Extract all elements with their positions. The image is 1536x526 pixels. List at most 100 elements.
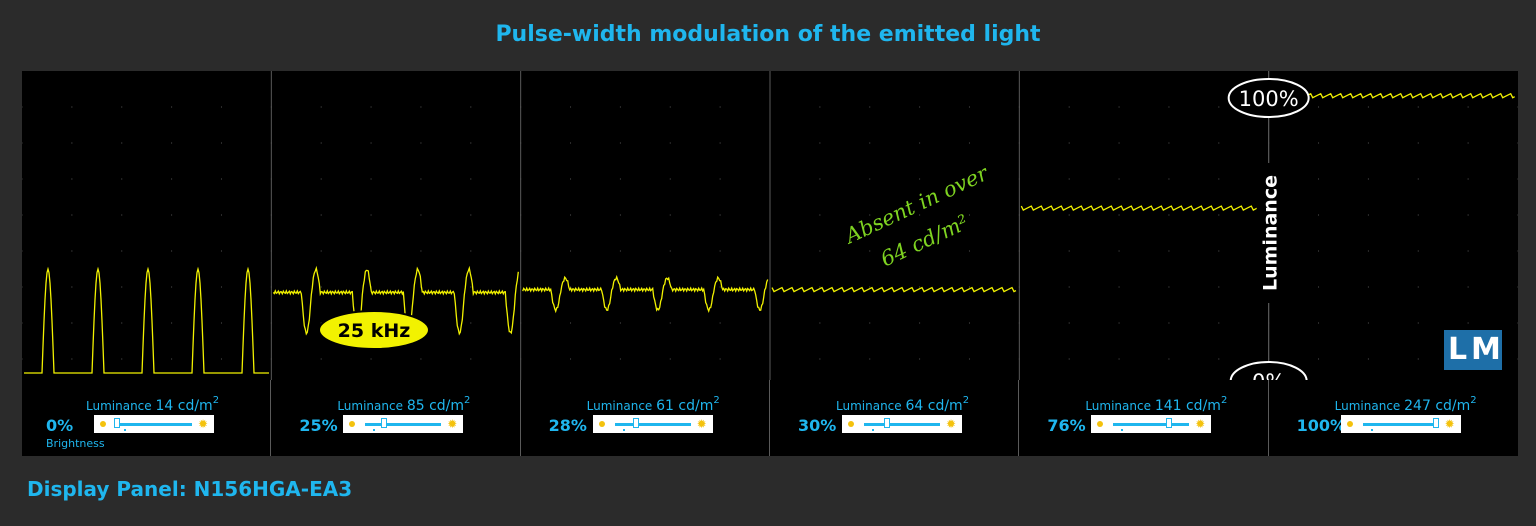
grid-dot <box>320 358 322 360</box>
waveform-series-5 <box>1020 205 1266 211</box>
grid-dot <box>669 322 671 324</box>
luminance-value: 14 cd/m <box>155 398 213 414</box>
brightness-slider: ✹ <box>94 415 214 433</box>
sun-small-icon <box>100 421 106 427</box>
frequency-label: 25 kHz <box>338 320 411 342</box>
brightness-slider: ✹ <box>1091 415 1212 433</box>
grid-dot <box>22 214 23 216</box>
grid-dot <box>1218 142 1220 144</box>
grid-dot <box>1517 250 1518 252</box>
sun-large-icon: ✹ <box>945 417 957 431</box>
grid-dot <box>1318 142 1320 144</box>
grid-dot <box>220 178 222 180</box>
grid-dot <box>1168 214 1170 216</box>
grid-dot <box>968 322 970 324</box>
brightness-percent: 30% <box>798 416 837 435</box>
grid-dot <box>919 250 921 252</box>
grid-dot <box>919 214 921 216</box>
grid-dot <box>1467 322 1469 324</box>
grid-dot <box>1168 286 1170 288</box>
grid-dot <box>470 250 472 252</box>
grid-dot <box>1068 322 1070 324</box>
slider-thumb <box>1432 418 1439 428</box>
grid-dot <box>1168 250 1170 252</box>
grid-dot <box>71 142 73 144</box>
grid-dot <box>1417 322 1419 324</box>
grid-dot <box>71 178 73 180</box>
grid-dot <box>1118 142 1120 144</box>
grid-dot <box>570 286 572 288</box>
logo-letter-m: M <box>1471 332 1501 367</box>
grid-dot <box>171 214 173 216</box>
grid-dot <box>1367 286 1369 288</box>
luminance-value: 61 cd/m <box>656 398 714 414</box>
grid-dot <box>320 178 322 180</box>
grid-dot <box>968 286 970 288</box>
slider-thumb <box>632 418 639 428</box>
grid-dot <box>719 322 721 324</box>
waveform-series-3 <box>522 274 769 314</box>
grid-dot <box>819 358 821 360</box>
grid-dot <box>619 322 621 324</box>
slider-thumb <box>381 418 388 428</box>
brightness-percent: 25% <box>299 416 338 435</box>
grid-dot <box>919 142 921 144</box>
lm-logo: L M <box>1444 330 1502 370</box>
waveform-series-6 <box>1270 92 1515 99</box>
grid-dot <box>570 358 572 360</box>
grid-dot <box>1168 178 1170 180</box>
axis-top-badge <box>1227 78 1310 118</box>
axis-title: Luminance <box>1260 175 1282 291</box>
grid-dot <box>1218 286 1220 288</box>
grid-dot <box>420 358 422 360</box>
slider-tick <box>622 429 625 431</box>
grid-dot <box>819 178 821 180</box>
grid-dot <box>320 106 322 108</box>
grid-dot <box>1168 322 1170 324</box>
grid-dot <box>1417 214 1419 216</box>
grid-dot <box>669 106 671 108</box>
grid-dot <box>171 322 173 324</box>
sun-large-icon: ✹ <box>197 417 209 431</box>
slider-tick <box>1121 429 1124 431</box>
grid-dot <box>1467 178 1469 180</box>
grid-dot <box>1218 322 1220 324</box>
brightness-panels: Luminance 14 cd/m2 0% ✹ Brightness Luminance… <box>22 380 1518 456</box>
grid-dot <box>869 322 871 324</box>
grid-dot <box>22 106 23 108</box>
grid-dot <box>1417 178 1419 180</box>
grid-dot <box>1367 214 1369 216</box>
grid-dot <box>22 142 23 144</box>
grid-dot <box>570 250 572 252</box>
slider-track <box>365 423 442 426</box>
sun-large-icon: ✹ <box>1444 417 1455 431</box>
axis-bottom-label: 0% <box>1252 370 1285 380</box>
brightness-panel: Luminance 85 cd/m2 25% ✹ <box>271 380 521 456</box>
logo-letter-l: L <box>1448 332 1468 367</box>
sun-large-icon: ✹ <box>447 417 458 431</box>
grid-dot <box>320 250 322 252</box>
waveform-series-1 <box>24 266 269 374</box>
luminance-label: Luminance 141 cd/m2 <box>1085 395 1228 414</box>
grid-dot <box>1367 322 1369 324</box>
grid-dot <box>370 250 372 252</box>
grid-dot <box>968 250 970 252</box>
grid-dot <box>1367 142 1369 144</box>
grid-dot <box>570 142 572 144</box>
slider-track <box>864 423 940 426</box>
grid-dot <box>470 178 472 180</box>
grid-dot <box>1417 142 1419 144</box>
grid-dot <box>121 250 123 252</box>
luminance-label: Luminance 85 cd/m2 <box>337 395 470 414</box>
grid-dot <box>1068 286 1070 288</box>
luminance-unit-sup: 2 <box>1220 395 1228 406</box>
grid-dot <box>420 178 422 180</box>
grid-dot <box>1118 106 1120 108</box>
luminance-value: 64 cd/m <box>905 398 963 414</box>
grid-dot <box>370 214 372 216</box>
grid-dot <box>1118 250 1120 252</box>
grid-dot <box>1467 214 1469 216</box>
brightness-percent: 76% <box>1047 416 1086 435</box>
grid-dot <box>719 358 721 360</box>
luminance-label: Luminance 14 cd/m2 <box>86 395 219 414</box>
